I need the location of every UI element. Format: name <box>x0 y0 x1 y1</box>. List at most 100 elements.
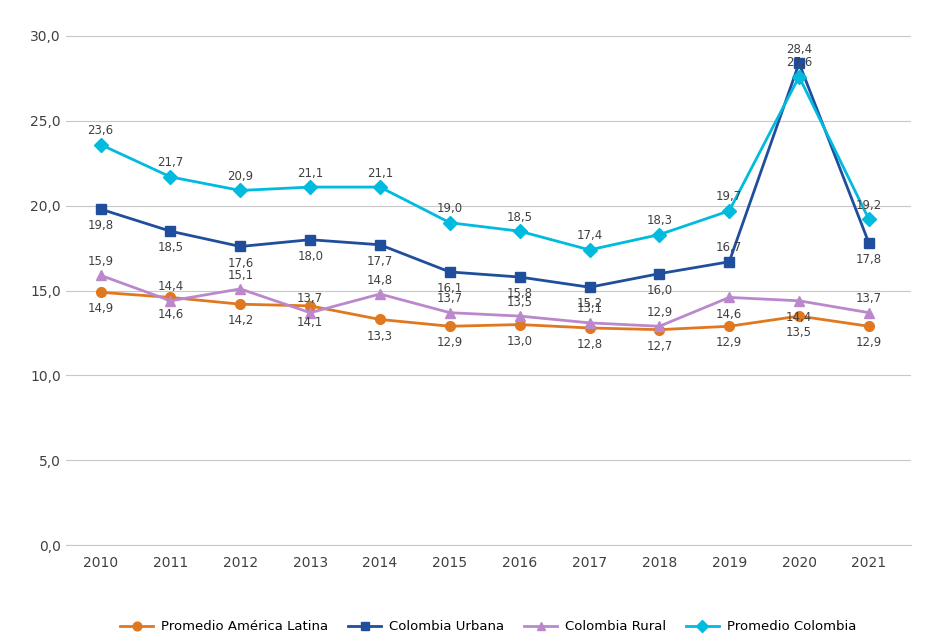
Text: 21,7: 21,7 <box>158 157 184 169</box>
Promedio América Latina <box>165 294 177 301</box>
Text: 19,0: 19,0 <box>437 202 463 216</box>
Colombia Rural <box>304 309 316 316</box>
Colombia Rural <box>165 297 177 304</box>
Colombia Rural <box>444 309 455 316</box>
Colombia Rural <box>793 297 805 304</box>
Text: 16,1: 16,1 <box>437 282 463 295</box>
Text: 17,4: 17,4 <box>577 230 603 242</box>
Promedio América Latina <box>304 302 316 309</box>
Promedio Colombia <box>304 183 316 191</box>
Promedio América Latina <box>863 323 874 330</box>
Promedio Colombia <box>654 231 665 238</box>
Text: 12,9: 12,9 <box>855 337 882 349</box>
Text: 14,4: 14,4 <box>158 280 184 294</box>
Text: 12,7: 12,7 <box>646 340 672 353</box>
Promedio América Latina <box>95 288 106 296</box>
Text: 16,7: 16,7 <box>716 242 743 254</box>
Text: 18,5: 18,5 <box>507 211 532 224</box>
Text: 20,9: 20,9 <box>227 170 254 183</box>
Text: 18,5: 18,5 <box>158 242 183 254</box>
Colombia Urbana <box>444 268 455 276</box>
Colombia Urbana <box>165 228 177 235</box>
Line: Promedio Colombia: Promedio Colombia <box>96 72 874 255</box>
Promedio Colombia <box>724 207 735 215</box>
Colombia Rural <box>375 290 386 298</box>
Text: 16,0: 16,0 <box>646 284 672 297</box>
Text: 15,1: 15,1 <box>227 269 254 281</box>
Promedio América Latina <box>654 326 665 333</box>
Text: 13,7: 13,7 <box>855 292 882 306</box>
Line: Colombia Urbana: Colombia Urbana <box>96 58 874 292</box>
Promedio Colombia <box>444 219 455 226</box>
Text: 12,9: 12,9 <box>646 306 672 319</box>
Colombia Urbana <box>793 60 805 67</box>
Text: 12,9: 12,9 <box>437 337 463 349</box>
Text: 13,3: 13,3 <box>367 330 393 342</box>
Line: Colombia Rural: Colombia Rural <box>96 271 874 331</box>
Promedio América Latina <box>235 301 246 308</box>
Colombia Rural <box>584 319 595 327</box>
Colombia Rural <box>863 309 874 316</box>
Legend: Promedio América Latina, Colombia Urbana, Colombia Rural, Promedio Colombia: Promedio América Latina, Colombia Urbana… <box>115 615 861 634</box>
Text: 12,8: 12,8 <box>577 338 603 351</box>
Promedio América Latina <box>375 316 386 323</box>
Promedio Colombia <box>235 186 246 194</box>
Promedio América Latina <box>584 324 595 332</box>
Promedio América Latina <box>793 313 805 320</box>
Text: 14,8: 14,8 <box>367 274 393 287</box>
Colombia Urbana <box>584 283 595 291</box>
Promedio Colombia <box>514 228 525 235</box>
Colombia Rural <box>514 313 525 320</box>
Text: 13,1: 13,1 <box>577 302 603 316</box>
Promedio América Latina <box>514 321 525 328</box>
Text: 13,7: 13,7 <box>297 292 323 306</box>
Text: 21,1: 21,1 <box>367 167 393 179</box>
Text: 23,6: 23,6 <box>87 124 114 137</box>
Colombia Urbana <box>654 270 665 278</box>
Colombia Urbana <box>724 258 735 266</box>
Text: 14,9: 14,9 <box>87 302 114 316</box>
Text: 14,2: 14,2 <box>227 314 254 327</box>
Colombia Urbana <box>514 273 525 281</box>
Promedio Colombia <box>95 141 106 148</box>
Colombia Urbana <box>375 241 386 249</box>
Text: 18,3: 18,3 <box>646 214 672 227</box>
Text: 13,5: 13,5 <box>507 295 532 309</box>
Colombia Urbana <box>304 236 316 243</box>
Colombia Rural <box>654 323 665 330</box>
Colombia Rural <box>724 294 735 301</box>
Promedio Colombia <box>793 73 805 81</box>
Text: 13,0: 13,0 <box>507 335 532 347</box>
Text: 19,2: 19,2 <box>855 199 882 212</box>
Text: 17,8: 17,8 <box>855 253 882 266</box>
Text: 14,4: 14,4 <box>786 311 812 324</box>
Text: 14,1: 14,1 <box>297 316 323 329</box>
Colombia Urbana <box>235 243 246 250</box>
Text: 15,9: 15,9 <box>87 255 114 268</box>
Text: 14,6: 14,6 <box>158 307 184 321</box>
Text: 15,2: 15,2 <box>577 297 603 311</box>
Text: 19,8: 19,8 <box>87 219 114 232</box>
Promedio Colombia <box>863 216 874 223</box>
Text: 18,0: 18,0 <box>297 250 323 263</box>
Text: 17,6: 17,6 <box>227 257 254 269</box>
Text: 21,1: 21,1 <box>297 167 323 179</box>
Text: 19,7: 19,7 <box>716 190 743 204</box>
Text: 14,6: 14,6 <box>716 307 743 321</box>
Colombia Rural <box>235 285 246 293</box>
Text: 12,9: 12,9 <box>716 337 743 349</box>
Colombia Urbana <box>863 239 874 247</box>
Promedio Colombia <box>375 183 386 191</box>
Text: 15,8: 15,8 <box>507 287 532 301</box>
Promedio Colombia <box>584 246 595 254</box>
Text: 17,7: 17,7 <box>367 255 393 268</box>
Text: 13,7: 13,7 <box>437 292 463 306</box>
Promedio América Latina <box>444 323 455 330</box>
Text: 27,6: 27,6 <box>786 56 812 69</box>
Colombia Rural <box>95 271 106 279</box>
Text: 13,5: 13,5 <box>786 327 812 339</box>
Line: Promedio América Latina: Promedio América Latina <box>96 287 874 335</box>
Colombia Urbana <box>95 205 106 213</box>
Text: 28,4: 28,4 <box>786 42 812 56</box>
Promedio América Latina <box>724 323 735 330</box>
